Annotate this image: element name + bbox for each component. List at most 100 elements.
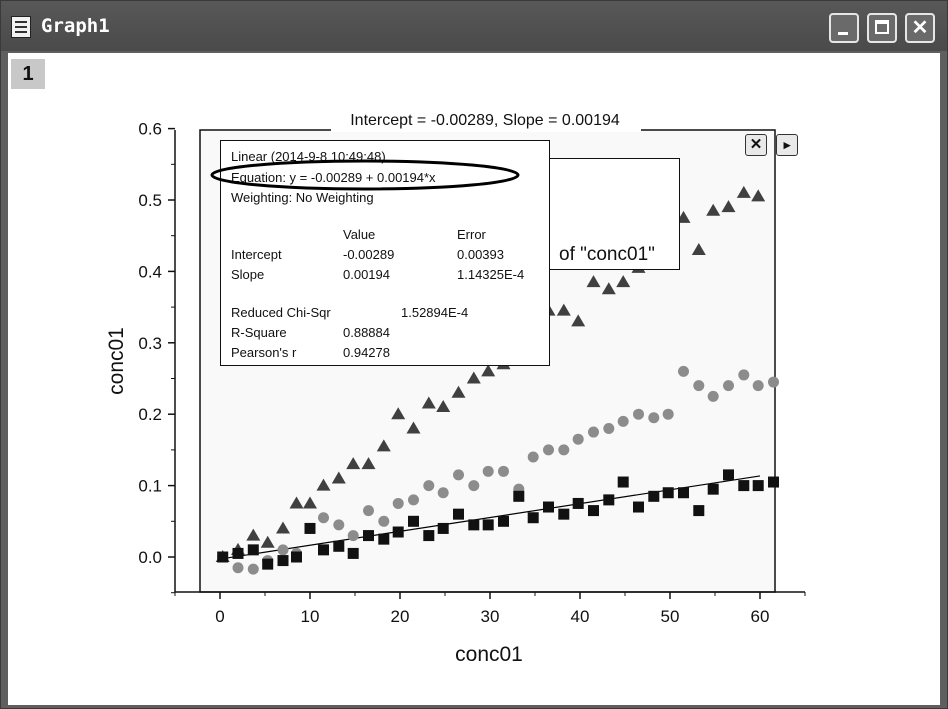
minimize-button[interactable] xyxy=(829,13,859,43)
square-point[interactable] xyxy=(693,505,705,517)
triangle-point[interactable] xyxy=(586,275,601,288)
square-point[interactable] xyxy=(543,501,554,513)
circle-point[interactable] xyxy=(707,390,719,402)
square-point[interactable] xyxy=(262,558,274,570)
circle-point[interactable] xyxy=(392,497,404,509)
square-point[interactable] xyxy=(768,476,779,488)
triangle-point[interactable] xyxy=(289,496,304,509)
circle-point[interactable] xyxy=(558,444,570,456)
square-point[interactable] xyxy=(617,476,629,488)
square-point[interactable] xyxy=(588,505,599,517)
triangle-point[interactable] xyxy=(276,521,290,534)
square-point[interactable] xyxy=(392,526,404,538)
x-axis-title[interactable]: conc01 xyxy=(455,643,523,666)
y-axis-title[interactable]: conc01 xyxy=(105,327,128,395)
circle-point[interactable] xyxy=(453,469,464,481)
square-point[interactable] xyxy=(347,547,359,559)
circle-point[interactable] xyxy=(693,380,705,392)
square-point[interactable] xyxy=(572,497,584,509)
square-point[interactable] xyxy=(662,487,674,499)
triangle-point[interactable] xyxy=(676,210,691,223)
circle-point[interactable] xyxy=(347,530,359,542)
square-point[interactable] xyxy=(363,530,374,542)
circle-point[interactable] xyxy=(232,562,244,574)
triangle-point[interactable] xyxy=(571,314,586,327)
square-point[interactable] xyxy=(378,533,390,545)
square-point[interactable] xyxy=(291,551,302,563)
triangle-point[interactable] xyxy=(556,303,571,316)
triangle-point[interactable] xyxy=(706,203,721,216)
circle-point[interactable] xyxy=(662,408,674,420)
square-point[interactable] xyxy=(408,515,419,527)
square-point[interactable] xyxy=(318,544,329,556)
close-table-button[interactable]: ✕ xyxy=(745,134,767,156)
square-point[interactable] xyxy=(217,551,229,563)
circle-point[interactable] xyxy=(378,515,390,527)
square-point[interactable] xyxy=(468,519,480,531)
graph-title[interactable]: Intercept = -0.00289, Slope = 0.00194 xyxy=(350,112,620,129)
graph-window-icon[interactable] xyxy=(11,16,31,38)
square-point[interactable] xyxy=(752,480,764,492)
square-point[interactable] xyxy=(482,519,494,531)
close-button[interactable]: ✕ xyxy=(905,13,935,43)
triangle-point[interactable] xyxy=(616,275,631,288)
triangle-point[interactable] xyxy=(303,496,317,509)
triangle-point[interactable] xyxy=(436,400,451,413)
triangle-point[interactable] xyxy=(421,396,436,409)
square-point[interactable] xyxy=(513,490,525,502)
triangle-point[interactable] xyxy=(361,457,376,470)
triangle-point[interactable] xyxy=(376,439,391,452)
square-point[interactable] xyxy=(527,512,539,524)
triangle-point[interactable] xyxy=(721,200,736,213)
triangle-point[interactable] xyxy=(331,471,346,484)
square-point[interactable] xyxy=(558,508,570,520)
triangle-point[interactable] xyxy=(691,242,706,255)
fit-results-table[interactable]: Linear (2014-9-8 10:49:48) Equation: y =… xyxy=(220,140,550,366)
layer-tab[interactable]: 1 xyxy=(11,59,45,89)
circle-point[interactable] xyxy=(617,415,629,427)
triangle-point[interactable] xyxy=(260,535,275,548)
circle-point[interactable] xyxy=(738,369,750,381)
circle-point[interactable] xyxy=(572,433,584,445)
circle-point[interactable] xyxy=(408,494,419,506)
maximize-button[interactable] xyxy=(867,13,897,43)
circle-point[interactable] xyxy=(752,380,764,392)
square-point[interactable] xyxy=(247,544,259,556)
circle-point[interactable] xyxy=(437,487,449,499)
square-point[interactable] xyxy=(437,522,449,534)
square-point[interactable] xyxy=(707,483,719,495)
triangle-point[interactable] xyxy=(481,364,496,377)
square-point[interactable] xyxy=(333,540,345,552)
triangle-point[interactable] xyxy=(316,478,331,491)
triangle-point[interactable] xyxy=(406,421,421,434)
circle-point[interactable] xyxy=(648,412,660,424)
expand-arrow-button[interactable]: ▸ xyxy=(776,134,798,156)
circle-point[interactable] xyxy=(247,563,259,575)
circle-point[interactable] xyxy=(678,365,689,377)
circle-point[interactable] xyxy=(633,408,644,420)
square-point[interactable] xyxy=(603,494,615,506)
triangle-point[interactable] xyxy=(751,189,766,202)
square-point[interactable] xyxy=(232,547,244,559)
square-point[interactable] xyxy=(738,480,750,492)
circle-point[interactable] xyxy=(603,422,615,434)
square-point[interactable] xyxy=(453,508,464,520)
triangle-point[interactable] xyxy=(736,185,751,198)
circle-point[interactable] xyxy=(482,465,494,477)
square-point[interactable] xyxy=(498,515,509,527)
circle-point[interactable] xyxy=(498,465,509,477)
circle-point[interactable] xyxy=(723,380,734,392)
square-point[interactable] xyxy=(423,530,435,542)
triangle-point[interactable] xyxy=(601,282,616,295)
circle-point[interactable] xyxy=(588,426,599,438)
circle-point[interactable] xyxy=(527,451,539,463)
triangle-point[interactable] xyxy=(346,457,361,470)
title-bar[interactable]: Graph1 ✕ xyxy=(1,1,947,51)
triangle-point[interactable] xyxy=(391,407,406,420)
triangle-point[interactable] xyxy=(466,371,481,384)
circle-point[interactable] xyxy=(318,512,329,524)
circle-point[interactable] xyxy=(768,376,779,388)
circle-point[interactable] xyxy=(333,519,345,531)
square-point[interactable] xyxy=(723,469,734,481)
triangle-point[interactable] xyxy=(451,385,466,398)
